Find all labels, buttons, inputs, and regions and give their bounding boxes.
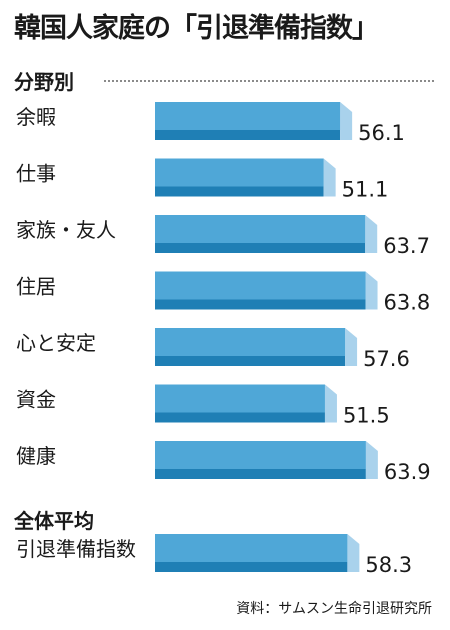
- value-label: 63.9: [384, 460, 431, 484]
- bar: [155, 441, 366, 469]
- bar: [155, 215, 366, 243]
- category-label: 心と安定: [16, 331, 96, 355]
- bar: [155, 102, 341, 130]
- bar-bottom-face: [155, 412, 325, 423]
- category-label: 資金: [16, 388, 56, 412]
- bar-side-face: [365, 215, 378, 253]
- bar-side-face: [365, 441, 378, 479]
- value-label: 51.5: [343, 404, 390, 428]
- source-note: 資料：サムスン生命引退研究所: [236, 601, 432, 617]
- section-divider-by-field: [104, 80, 434, 82]
- value-label: 58.3: [365, 553, 412, 577]
- bar: [155, 534, 348, 562]
- category-label: 住居: [16, 275, 56, 299]
- value-label: 57.6: [363, 347, 410, 371]
- bar-side-face: [345, 328, 358, 366]
- bar: [155, 328, 346, 356]
- section-title-by-field: 分野別: [14, 70, 74, 94]
- page-title: 韓国人家庭の「引退準備指数」: [14, 13, 379, 44]
- category-label: 余暇: [16, 105, 56, 129]
- bar-bottom-face: [155, 130, 341, 140]
- bar-bottom-face: [155, 299, 366, 310]
- section-title-overall-average: 全体平均: [14, 509, 94, 533]
- bar-side-face: [347, 534, 360, 572]
- bar-side-face: [323, 158, 336, 197]
- category-label: 引退準備指数: [16, 537, 136, 561]
- value-label: 56.1: [358, 121, 405, 145]
- bar-bottom-face: [155, 469, 366, 479]
- bar: [155, 384, 325, 413]
- bar-side-face: [365, 271, 378, 310]
- category-label: 家族・友人: [16, 218, 116, 242]
- bar-side-face: [324, 384, 337, 423]
- bar-bottom-face: [155, 562, 348, 572]
- value-label: 63.8: [384, 291, 431, 315]
- category-label: 健康: [16, 444, 56, 468]
- bar-side-face: [340, 102, 353, 140]
- bar-bottom-face: [155, 243, 366, 253]
- category-label: 仕事: [16, 162, 56, 186]
- bar-bottom-face: [155, 186, 324, 197]
- bar: [155, 271, 366, 300]
- bar-bottom-face: [155, 356, 346, 366]
- value-label: 51.1: [342, 178, 389, 202]
- bar: [155, 158, 324, 187]
- value-label: 63.7: [383, 234, 430, 258]
